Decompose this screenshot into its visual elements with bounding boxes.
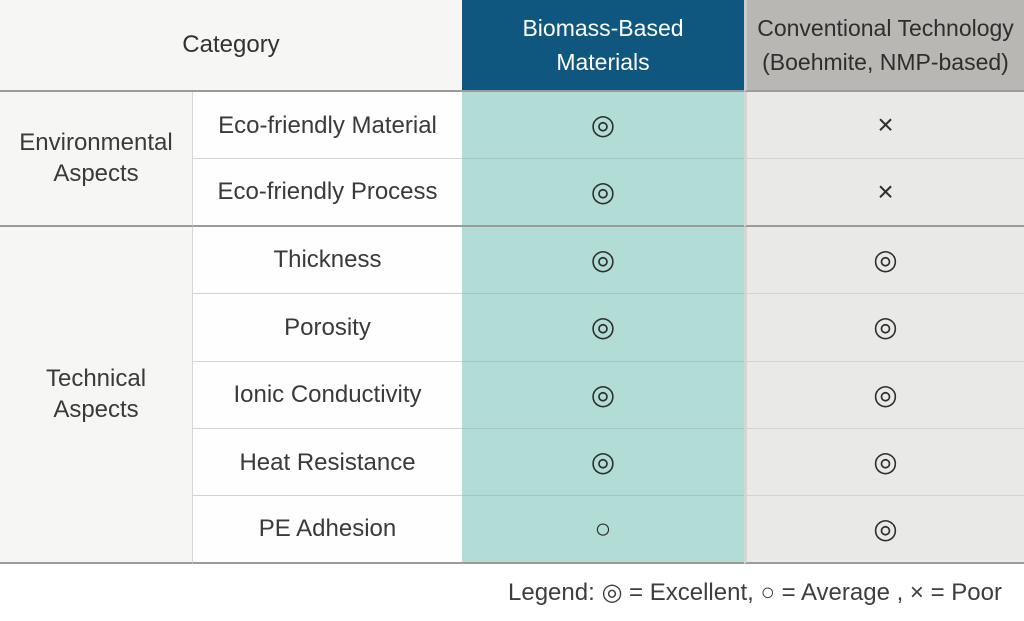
cell-biomass-rating: ◎ — [462, 92, 744, 160]
cell-item-eco-friendly-process: Eco-friendly Process — [192, 159, 462, 227]
cell-item-eco-friendly-material: Eco-friendly Material — [192, 92, 462, 160]
cell-conventional-rating: ◎ — [744, 496, 1024, 564]
header-conventional-technology: Conventional Technology (Boehmite, NMP-b… — [744, 0, 1024, 92]
cell-conventional-rating: × — [744, 159, 1024, 227]
legend: Legend: ◎ = Excellent, ○ = Average , × =… — [0, 564, 1024, 621]
group-label-technical-aspects: Technical Aspects — [0, 226, 192, 564]
cell-biomass-rating: ◎ — [462, 294, 744, 362]
cell-conventional-rating: ◎ — [744, 428, 1024, 497]
cell-conventional-rating: ◎ — [744, 361, 1024, 429]
legend-text: Legend: ◎ = Excellent, ○ = Average , × =… — [508, 579, 1002, 606]
cell-item-pe-adhesion: PE Adhesion — [192, 496, 462, 564]
cell-item-ionic-conductivity: Ionic Conductivity — [192, 361, 462, 429]
cell-conventional-rating: × — [744, 92, 1024, 160]
header-conventional-line1: Conventional Technology — [757, 14, 1014, 41]
cell-item-thickness: Thickness — [192, 226, 462, 295]
cell-biomass-rating: ◎ — [462, 428, 744, 497]
cell-item-porosity: Porosity — [192, 294, 462, 362]
cell-biomass-rating: ◎ — [462, 361, 744, 429]
header-biomass-materials: Biomass-Based Materials — [462, 0, 744, 92]
cell-biomass-rating: ◎ — [462, 159, 744, 227]
header-biomass-line1: Biomass-Based — [522, 14, 684, 41]
group-label-environmental-aspects: Environmental Aspects — [0, 92, 192, 227]
cell-biomass-rating: ○ — [462, 496, 744, 564]
header-category: Category — [0, 0, 462, 92]
comparison-table: Category Biomass-Based Materials Convent… — [0, 0, 1024, 564]
cell-biomass-rating: ◎ — [462, 226, 744, 295]
header-conventional-line2: (Boehmite, NMP-based) — [762, 49, 1009, 75]
cell-conventional-rating: ◎ — [744, 226, 1024, 295]
header-biomass-line2: Materials — [556, 49, 650, 75]
cell-item-heat-resistance: Heat Resistance — [192, 428, 462, 497]
cell-conventional-rating: ◎ — [744, 294, 1024, 362]
